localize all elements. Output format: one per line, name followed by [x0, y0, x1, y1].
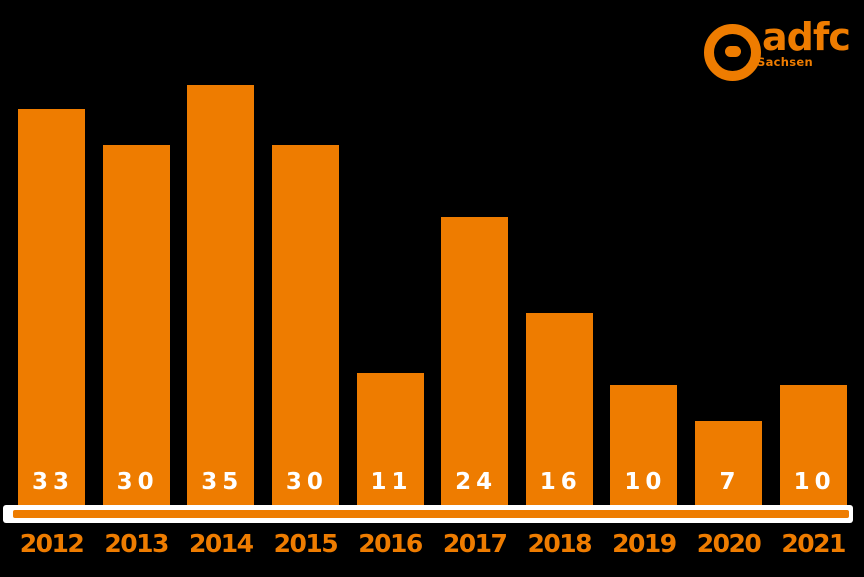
bar-value-label: 10: [624, 469, 667, 495]
x-axis-line: [13, 510, 849, 518]
x-axis-label-2012: 2012: [19, 529, 85, 558]
bar-value-label: 24: [455, 469, 498, 495]
x-axis-label-2019: 2019: [612, 529, 677, 558]
adfc-ring-dot-icon: [725, 46, 741, 57]
x-axis-band: [3, 505, 853, 523]
bar-value-label: 10: [793, 469, 836, 495]
brand-subtitle: Sachsen: [757, 55, 813, 69]
brand-name: adfc: [762, 15, 851, 59]
bar-2012: 33: [18, 109, 85, 505]
bar-value-label: 35: [201, 469, 244, 495]
bar-value-label: 30: [116, 469, 159, 495]
x-axis-label-2015: 2015: [273, 529, 339, 558]
x-axis-label-2018: 2018: [527, 529, 592, 558]
brand-logo: adfc Sachsen: [704, 18, 864, 84]
adfc-ring-icon: [704, 24, 761, 81]
bar-2013: 30: [102, 145, 170, 505]
bar-2016: 11: [356, 373, 424, 505]
x-axis-label-2016: 2016: [358, 529, 423, 558]
x-axis-label-2017: 2017: [442, 529, 508, 558]
x-axis-label-2021: 2021: [781, 529, 846, 558]
bar-2014: 35: [187, 85, 255, 505]
bar-value-label: 33: [31, 469, 74, 495]
bar-2021: 10: [779, 385, 847, 505]
x-axis-label-2013: 2013: [104, 529, 169, 558]
bar-2020: 7: [695, 421, 763, 505]
bar-2015: 30: [271, 145, 339, 505]
bar-2018: 16: [525, 313, 593, 505]
bar-value-label: 11: [370, 469, 413, 495]
bar-value-label: 7: [719, 469, 741, 495]
bar-2019: 10: [610, 385, 678, 505]
x-axis-label-2014: 2014: [188, 529, 254, 558]
x-axis-label-2020: 2020: [696, 529, 762, 558]
bar-2017: 24: [441, 217, 509, 505]
bar-value-label: 16: [539, 469, 582, 495]
bar-value-label: 30: [285, 469, 328, 495]
